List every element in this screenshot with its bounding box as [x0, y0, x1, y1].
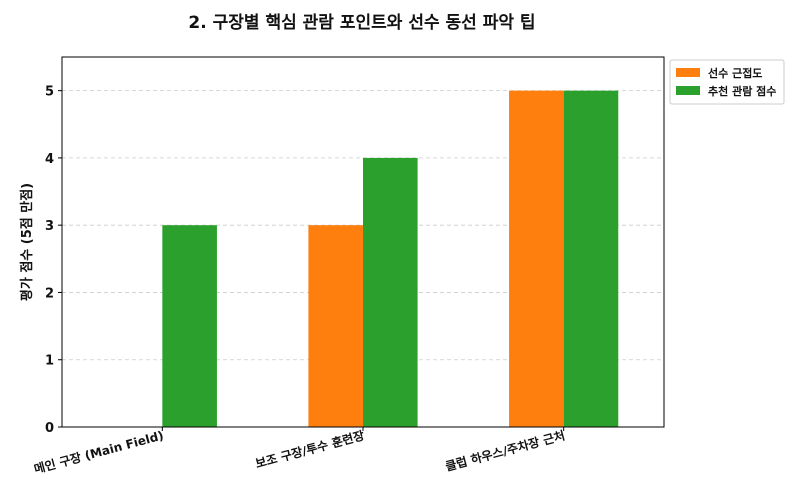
legend-swatch	[676, 86, 700, 95]
y-axis-label: 평가 점수 (5점 만점)	[19, 183, 35, 301]
y-axis: 0 1 2 3 4 5	[45, 85, 62, 436]
bar-recommended-0	[162, 225, 217, 427]
chart-title: 2. 구장별 핵심 관람 포인트와 선수 동선 파악 팁	[188, 12, 535, 33]
x-axis: 메인 구장 (Main Field) 보조 구장/투수 훈련장 클럽 하우스/주차장…	[32, 427, 566, 476]
y-tick-label: 1	[45, 354, 54, 369]
y-tick-label: 2	[45, 286, 54, 301]
y-tick-label: 5	[45, 85, 54, 100]
bars	[162, 90, 619, 428]
bar-recommended-1	[363, 157, 418, 427]
y-tick-label: 0	[45, 421, 54, 436]
bar-proximity-2	[509, 90, 564, 428]
legend-swatch	[676, 68, 700, 77]
y-tick-label: 3	[45, 219, 54, 234]
bar-proximity-1	[308, 225, 363, 427]
legend-label: 추천 관람 점수	[708, 84, 776, 98]
bar-recommended-2	[563, 90, 619, 428]
x-tick-label: 클럽 하우스/주차장 근처	[444, 427, 567, 473]
y-tick-label: 4	[45, 152, 54, 167]
x-tick-label: 보조 구장/투수 훈련장	[254, 427, 366, 471]
legend-label: 선수 근접도	[708, 66, 762, 80]
